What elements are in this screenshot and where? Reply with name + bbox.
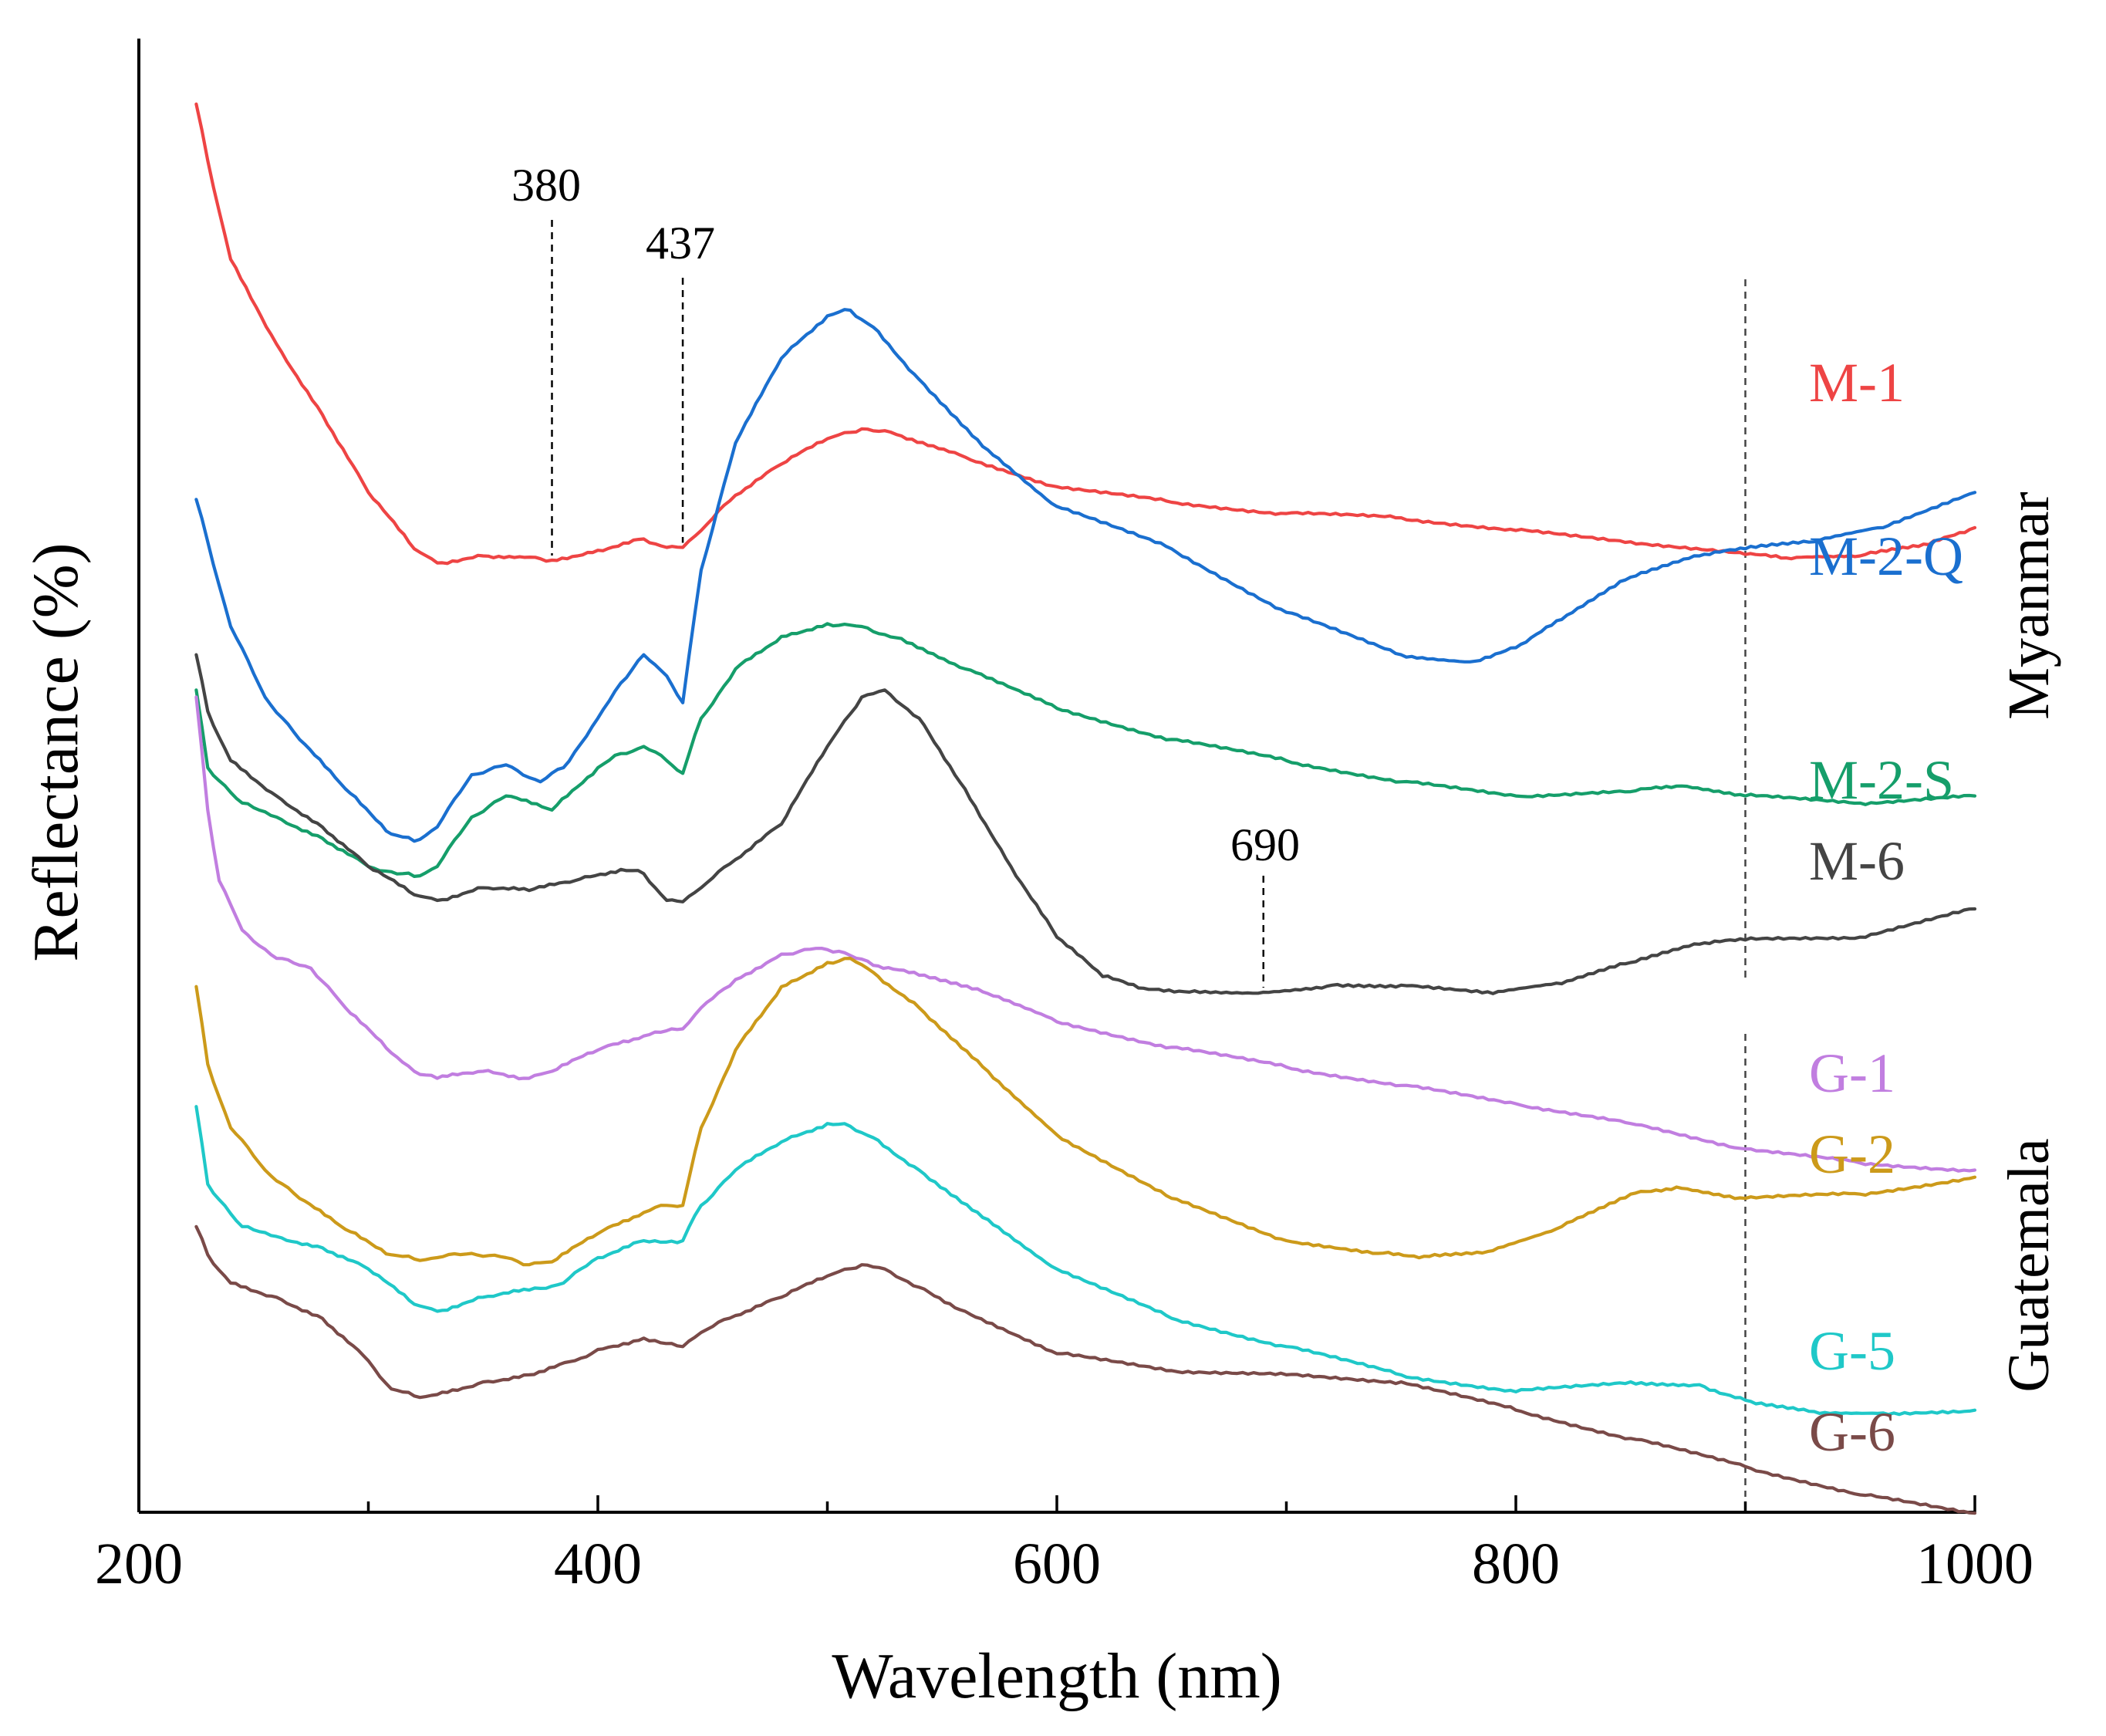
series-label-g-2: G-2 — [1809, 1123, 1895, 1185]
x-tick-label: 1000 — [1916, 1532, 2033, 1596]
series-line-m-6 — [194, 653, 1977, 995]
y-axis-title: Reflectance (%) — [20, 542, 92, 961]
series-line-g-2 — [194, 957, 1977, 1267]
x-ticks: 200 400 600 800 1000 — [95, 1495, 2033, 1596]
annotation-label-690: 690 — [1230, 819, 1300, 870]
series-label-g-6: G-6 — [1809, 1401, 1895, 1463]
series-label-m-2-s: M-2-S — [1809, 749, 1954, 811]
series-group — [194, 102, 1977, 1515]
x-tick-label: 400 — [554, 1532, 642, 1596]
series-line-m-2-s — [194, 622, 1977, 878]
series-labels: M-1 M-2-Q M-2-S M-6 G-1 G-2 G-5 G-6 — [1809, 352, 1963, 1463]
series-label-g-5: G-5 — [1809, 1320, 1895, 1382]
annotations: 380 437 690 — [511, 160, 1300, 988]
annotation-label-380: 380 — [511, 160, 581, 211]
series-label-g-1: G-1 — [1809, 1042, 1895, 1104]
series-line-g-6 — [194, 1224, 1977, 1515]
series-line-g-1 — [194, 695, 1977, 1173]
series-line-m-1 — [194, 102, 1977, 566]
x-tick-label: 200 — [95, 1532, 183, 1596]
group-label-guatemala: Guatemala — [1996, 1138, 2061, 1392]
group-labels: Myanmar Guatemala — [1996, 491, 2061, 1392]
series-label-m-6: M-6 — [1809, 830, 1905, 892]
series-line-m-2-q — [194, 308, 1977, 843]
series-line-g-5 — [194, 1105, 1977, 1417]
x-axis-title: Wavelength (nm) — [832, 1640, 1281, 1712]
x-tick-label: 600 — [1013, 1532, 1101, 1596]
annotation-label-437: 437 — [646, 218, 715, 269]
group-label-myanmar: Myanmar — [1996, 491, 2061, 719]
x-tick-label: 800 — [1472, 1532, 1560, 1596]
series-label-m-1: M-1 — [1809, 352, 1905, 414]
axes — [137, 39, 1975, 1514]
series-label-m-2-q: M-2-Q — [1809, 525, 1963, 587]
